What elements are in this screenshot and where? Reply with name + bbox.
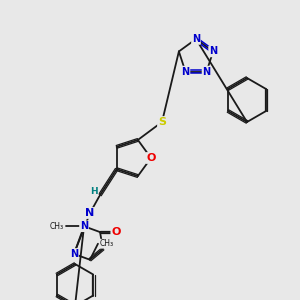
Text: H: H [90, 187, 98, 196]
Text: S: S [158, 117, 166, 127]
Text: N: N [85, 208, 94, 218]
Text: O: O [111, 227, 121, 237]
Text: N: N [182, 67, 190, 76]
Text: N: N [192, 34, 200, 44]
Text: N: N [80, 221, 88, 231]
Text: CH₃: CH₃ [100, 239, 114, 248]
Text: O: O [146, 153, 156, 163]
Text: CH₃: CH₃ [50, 222, 64, 231]
Text: N: N [209, 46, 217, 56]
Text: N: N [70, 249, 78, 259]
Text: N: N [202, 67, 211, 76]
